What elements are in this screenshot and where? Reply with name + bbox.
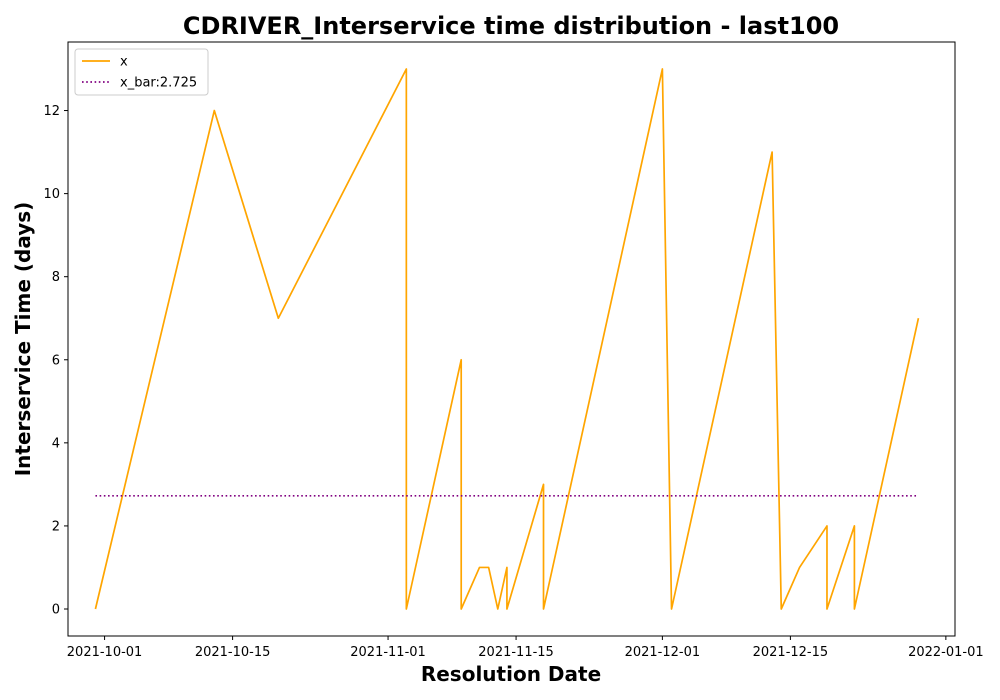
legend-label-x-bar: x_bar:2.725	[120, 76, 197, 91]
y-tick-label: 4	[52, 436, 60, 451]
y-tick-label: 10	[43, 187, 60, 202]
x-tick-label: 2021-10-01	[67, 645, 143, 660]
y-tick-label: 12	[43, 104, 60, 119]
x-tick-label: 2021-12-01	[625, 645, 701, 660]
y-tick-label: 0	[52, 603, 60, 618]
legend-label-x: x	[120, 55, 128, 70]
x-tick-label: 2021-11-01	[350, 645, 426, 660]
x-tick-label: 2021-11-15	[478, 645, 554, 660]
x-tick-label: 2021-12-15	[753, 645, 829, 660]
y-tick-label: 2	[52, 519, 60, 534]
y-tick-label: 6	[52, 353, 60, 368]
x-tick-label: 2022-01-01	[908, 645, 984, 660]
series-line-x	[94, 68, 920, 610]
series-layer	[94, 68, 920, 610]
y-tick-label: 8	[52, 270, 60, 285]
plot-area	[68, 42, 955, 636]
x-axis-label: Resolution Date	[421, 662, 601, 686]
y-axis: 0 2 4 6 8 10 12	[43, 104, 68, 618]
chart-title: CDRIVER_Interservice time distribution -…	[183, 12, 839, 40]
legend: x x_bar:2.725	[74, 48, 209, 96]
y-axis-label: Interservice Time (days)	[11, 202, 35, 477]
x-axis: 2021-10-01 2021-10-15 2021-11-01 2021-11-15…	[67, 636, 984, 660]
plot-frame	[67, 41, 956, 637]
x-tick-label: 2021-10-15	[195, 645, 271, 660]
